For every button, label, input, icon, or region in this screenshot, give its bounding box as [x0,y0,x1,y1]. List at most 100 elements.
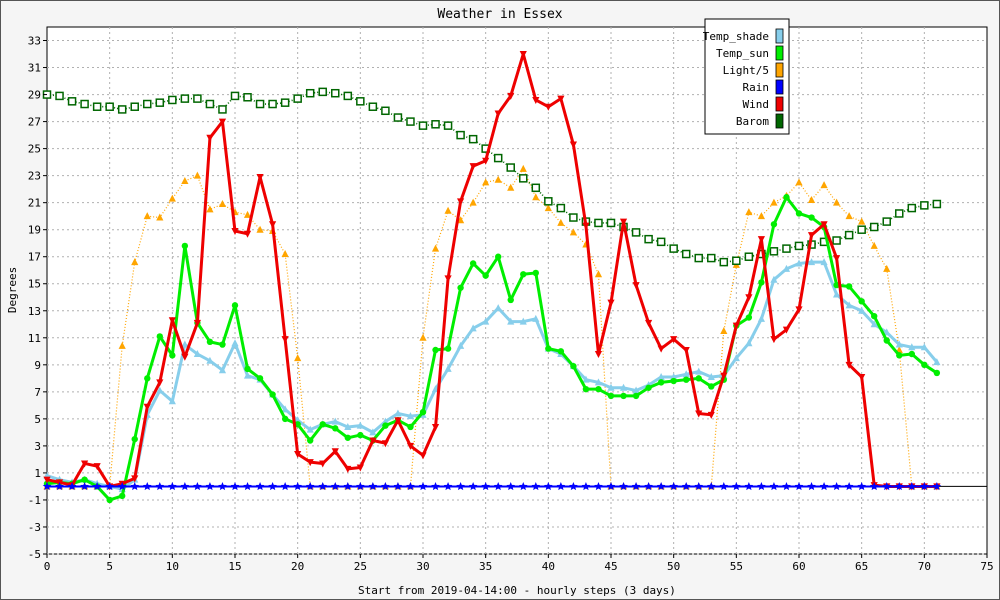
data-point-temp-sun [169,352,176,359]
data-point-light-5 [720,327,728,335]
data-point-temp-sun [307,437,314,444]
data-point-wind [594,351,603,359]
data-point-wind [645,319,653,327]
data-point-barom [694,253,703,263]
data-point-rain [819,481,829,491]
data-point-wind [632,282,640,290]
data-point-temp-sun [582,385,590,393]
data-point-wind [356,464,364,472]
data-point-rain [443,481,453,491]
legend-label: Temp_sun [716,47,769,60]
data-point-temp-shade [381,417,389,425]
data-point-temp-sun [758,279,765,286]
data-point-temp-shade [820,258,828,266]
data-point-temp-shade [231,339,239,347]
data-point-barom [594,218,603,228]
data-point-temp-sun [595,385,602,393]
data-point-wind [770,336,778,344]
grid [47,27,987,555]
data-point-wind [306,459,314,467]
data-point-temp-shade [206,356,214,364]
data-point-barom [205,99,215,109]
data-point-wind [419,452,427,460]
data-point-wind [795,306,803,314]
data-point-light-5 [168,194,176,202]
data-point-wind [707,411,715,419]
data-point-rain [180,481,190,491]
data-point-light-5 [883,264,891,272]
x-tick-label: 55 [730,560,743,573]
y-tick-label: 7 [34,386,41,399]
data-point-wind [269,221,277,229]
y-tick-label: 29 [28,89,41,102]
data-point-wind [43,476,51,484]
data-point-wind [256,173,264,181]
data-point-rain [506,481,516,491]
series-rain [42,481,942,491]
data-point-light-5 [770,198,778,206]
data-point-wind [344,465,352,473]
data-point-rain [318,481,328,491]
y-tick-label: 33 [28,35,41,48]
data-point-barom [80,99,89,109]
data-point-temp-shade [181,340,189,348]
data-point-temp-shade [908,343,916,351]
data-point-rain [907,481,917,491]
data-point-rain [105,481,114,491]
data-point-rain [669,481,678,491]
data-point-rain [706,481,716,491]
data-point-light-5 [807,195,816,203]
data-point-temp-shade [243,371,252,379]
data-point-temp-sun [407,423,414,431]
data-point-barom [155,98,165,107]
data-point-barom [193,94,202,103]
y-tick-label: -5 [28,548,41,561]
data-point-barom [681,249,691,259]
data-point-barom [431,120,440,129]
legend-swatch [775,28,784,44]
data-point-rain [832,481,841,491]
data-point-barom [318,87,327,97]
data-point-wind [670,336,678,344]
data-point-temp-sun [532,269,539,277]
y-tick-label: 19 [28,224,41,237]
data-point-barom [130,102,139,111]
data-point-wind [833,255,841,263]
data-point-temp-shade [782,264,791,272]
data-point-barom [519,174,528,183]
data-point-temp-shade [657,372,665,380]
data-point-temp-sun [708,383,715,390]
data-point-temp-shade [356,421,364,429]
data-point-light-5 [745,208,753,216]
data-point-barom [356,97,365,106]
data-point-temp-shade [757,314,765,322]
data-point-barom [343,91,353,101]
data-point-temp-shade [732,354,740,362]
data-point-barom [631,228,641,237]
data-point-temp-sun [921,361,928,369]
data-point-temp-shade [883,328,891,336]
data-point-temp-sun [457,284,464,291]
data-point-temp-shade [870,320,878,328]
data-point-barom [456,130,465,140]
data-point-rain [155,481,165,491]
data-point-temp-sun [119,492,126,500]
legend-box [704,18,790,135]
data-point-temp-shade [344,422,352,430]
data-point-barom [268,99,277,109]
data-point-barom [857,225,866,234]
x-tick-label: 45 [604,560,617,573]
data-point-light-5 [482,178,490,186]
data-point-barom [769,247,779,256]
data-point-barom [644,234,653,244]
data-point-temp-sun [657,379,665,386]
data-point-barom [844,230,854,240]
x-tick-label: 50 [667,560,680,573]
series-line-temp-shade [46,260,939,491]
series-line-wind [46,52,937,488]
data-point-barom [895,209,904,218]
data-point-rain [418,481,428,491]
data-point-temp-shade [707,372,715,380]
data-point-wind [544,103,552,111]
